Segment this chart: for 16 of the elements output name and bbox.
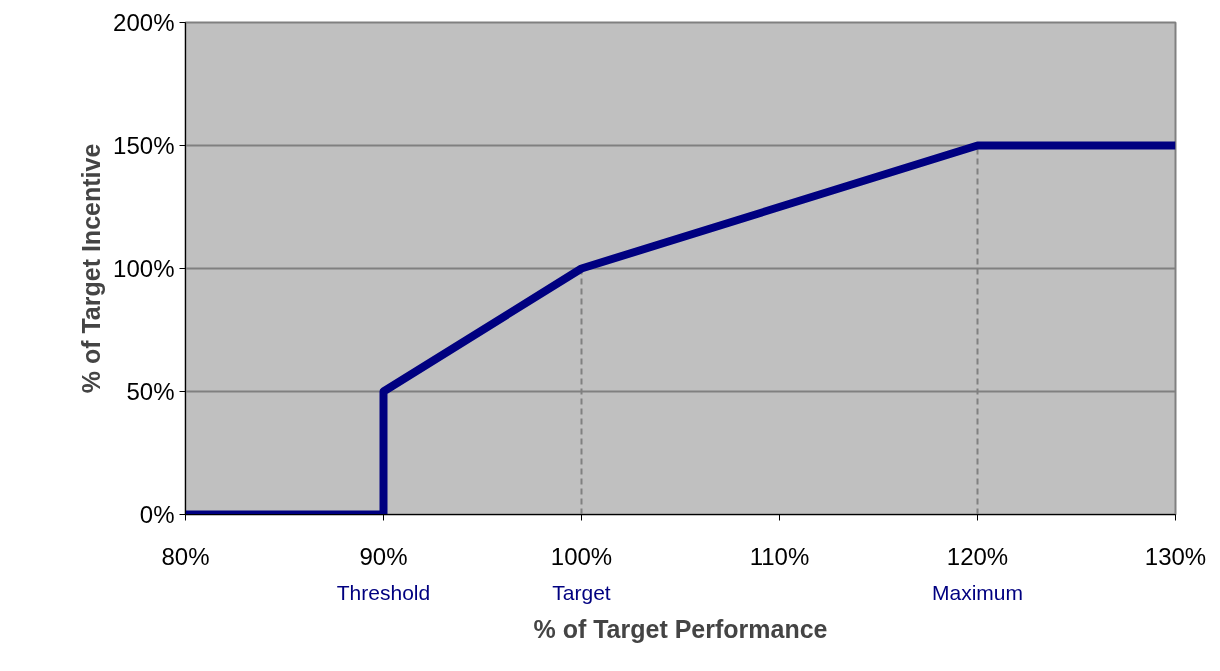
y-axis-title: % of Target Incentive bbox=[77, 143, 106, 394]
x-tick-label: 90% bbox=[359, 542, 408, 570]
x-axis-title: % of Target Performance bbox=[533, 614, 828, 643]
y-tick-label: 0% bbox=[139, 501, 175, 528]
x-tick-label: 110% bbox=[749, 542, 810, 570]
x-tick-label: 100% bbox=[550, 542, 613, 570]
x-tick-label: 120% bbox=[946, 542, 1009, 570]
y-tick-label: 200% bbox=[113, 9, 175, 36]
y-tick-label: 50% bbox=[126, 378, 175, 405]
text: Target bbox=[552, 580, 611, 604]
y-tick-label: 150% bbox=[113, 132, 175, 159]
x-tick-label: 130% bbox=[1144, 542, 1207, 570]
text: Threshold bbox=[336, 580, 431, 604]
x-tick-label: 80% bbox=[161, 542, 210, 570]
text: Maximum bbox=[932, 580, 1024, 604]
y-tick-label: 100% bbox=[113, 255, 175, 282]
